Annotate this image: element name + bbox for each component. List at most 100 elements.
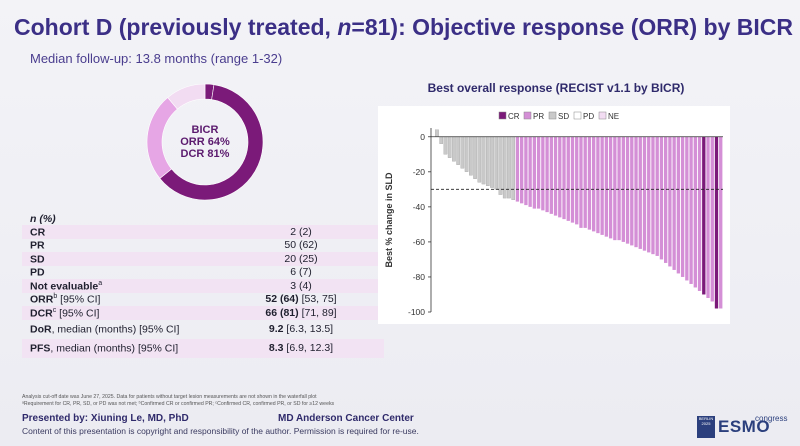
footnote-definitions: ᵃRequirement for CR, PR, SD, or PD was n… [22,400,335,407]
row-value: 8.3 [6.9, 12.3] [218,338,384,358]
row-label: ORRb [95% CI] [30,293,101,306]
row-value: 9.2 [6.3, 13.5] [268,323,334,335]
waterfall-bar [566,136,570,221]
waterfall-bar [452,136,456,162]
legend-swatch-NE [598,111,607,120]
waterfall-bar [524,136,528,206]
donut-segment-PR [159,84,264,201]
waterfall-bar [719,136,723,309]
waterfall-bar [460,136,465,169]
waterfall-bar [600,136,604,235]
waterfall-bar [536,136,541,209]
waterfall-bar [672,136,676,270]
donut-label: BICR [192,124,219,136]
y-tick-label: -20 [413,167,426,177]
waterfall-bar [490,136,494,188]
legend-swatch-CR [498,111,507,120]
waterfall-bar [634,136,638,248]
table-row: PFS, median (months) [95% CI] 8.3 [6.9, 1… [22,338,384,358]
waterfall-bar [575,136,579,225]
waterfall-bar [613,136,617,241]
legend-label-PD: PD [583,112,594,121]
waterfall-bar [549,136,553,214]
waterfall-bar [579,136,583,228]
row-value: 20 (25) [218,252,384,266]
waterfall-bar [685,136,689,281]
waterfall-bar [655,136,659,256]
row-value: 66 (81) [71, 89] [218,306,384,320]
waterfall-bar [647,136,651,253]
waterfall-bar [608,136,613,239]
table-row: DoR, median (months) [95% CI] 9.2 [6.3, 1… [22,320,384,339]
waterfall-bar [668,136,672,267]
copyright-notice: Content of this presentation is copyrigh… [22,426,419,436]
waterfall-bar [485,136,490,186]
table-row: PD 6 (7) [22,266,384,280]
institution: MD Anderson Cancer Center [278,413,414,424]
waterfall-bar [693,136,697,288]
waterfall-bar [625,136,630,244]
row-value: 6 (7) [290,266,312,279]
chart-title: Best overall response (RECIST v1.1 by BI… [428,81,685,95]
table-row: SD 20 (25) [22,252,384,266]
logo-badge: BERLIN 2025 [697,416,715,438]
waterfall-bar [447,136,452,158]
legend-swatch-PR [523,111,532,120]
waterfall-bar [541,136,545,211]
logo-congress: congress [755,414,788,423]
y-tick-label: -80 [413,272,426,282]
waterfall-bar [469,136,473,176]
waterfall-bar [477,136,482,183]
row-label: DCRc [95% CI] [22,306,218,320]
table-row: Not evaluablea 3 (4) [22,279,384,293]
waterfall-bar [435,129,439,137]
waterfall-bar [689,136,693,284]
row-value: 50 (62) [284,239,318,252]
waterfall-chart: Best overall response (RECIST v1.1 by BI… [384,81,723,317]
waterfall-bar [592,136,596,232]
waterfall-bar [617,136,621,241]
row-label: CR [22,225,218,239]
waterfall-bar [664,136,668,263]
row-label: SD [22,252,218,266]
waterfall-bar [638,136,642,249]
waterfall-bar [439,136,444,144]
follow-up-subtitle: Median follow-up: 13.8 months (range 1-3… [30,51,283,66]
presenter: Presented by: Xiuning Le, MD, PhD [22,413,189,424]
logo-text: ESMO [718,417,771,436]
waterfall-bar [545,136,549,213]
row-value: 52 (64) [53, 75] [265,293,337,306]
waterfall-bar [507,136,511,199]
waterfall-bar [528,136,532,207]
legend-swatch-PD [573,111,582,120]
table-header: n (%) [30,213,56,225]
table-row: ORRb [95% CI] 52 (64) [53, 75] [22,293,384,307]
y-tick-label: -100 [408,307,425,317]
waterfall-bar [481,136,486,185]
waterfall-bar [443,136,448,155]
y-tick-label: -40 [413,202,426,212]
waterfall-bar [659,136,664,260]
waterfall-bar [553,136,558,216]
waterfall-bar [532,136,537,209]
legend-label-NE: NE [608,112,619,121]
donut-label: ORR 64% [180,136,230,148]
waterfall-bar [697,136,702,291]
waterfall-bar [710,136,714,302]
row-label: PR [30,239,45,252]
waterfall-bar [630,136,634,246]
waterfall-bar [456,136,460,165]
y-tick-label: -60 [413,237,426,247]
waterfall-bar [570,136,575,223]
donut-label: DCR 81% [181,148,230,160]
waterfall-bar [498,136,503,195]
page-title: Cohort D (previously treated, n=81): Obj… [14,14,793,40]
y-tick-label: 0 [420,132,425,142]
table-row: CR 2 (2) [22,225,384,239]
waterfall-bar [596,136,600,234]
waterfall-bar [651,136,655,255]
waterfall-bar [511,136,516,200]
waterfall-bar [714,136,719,309]
waterfall-bar [515,136,520,202]
row-label: PD [30,266,45,279]
